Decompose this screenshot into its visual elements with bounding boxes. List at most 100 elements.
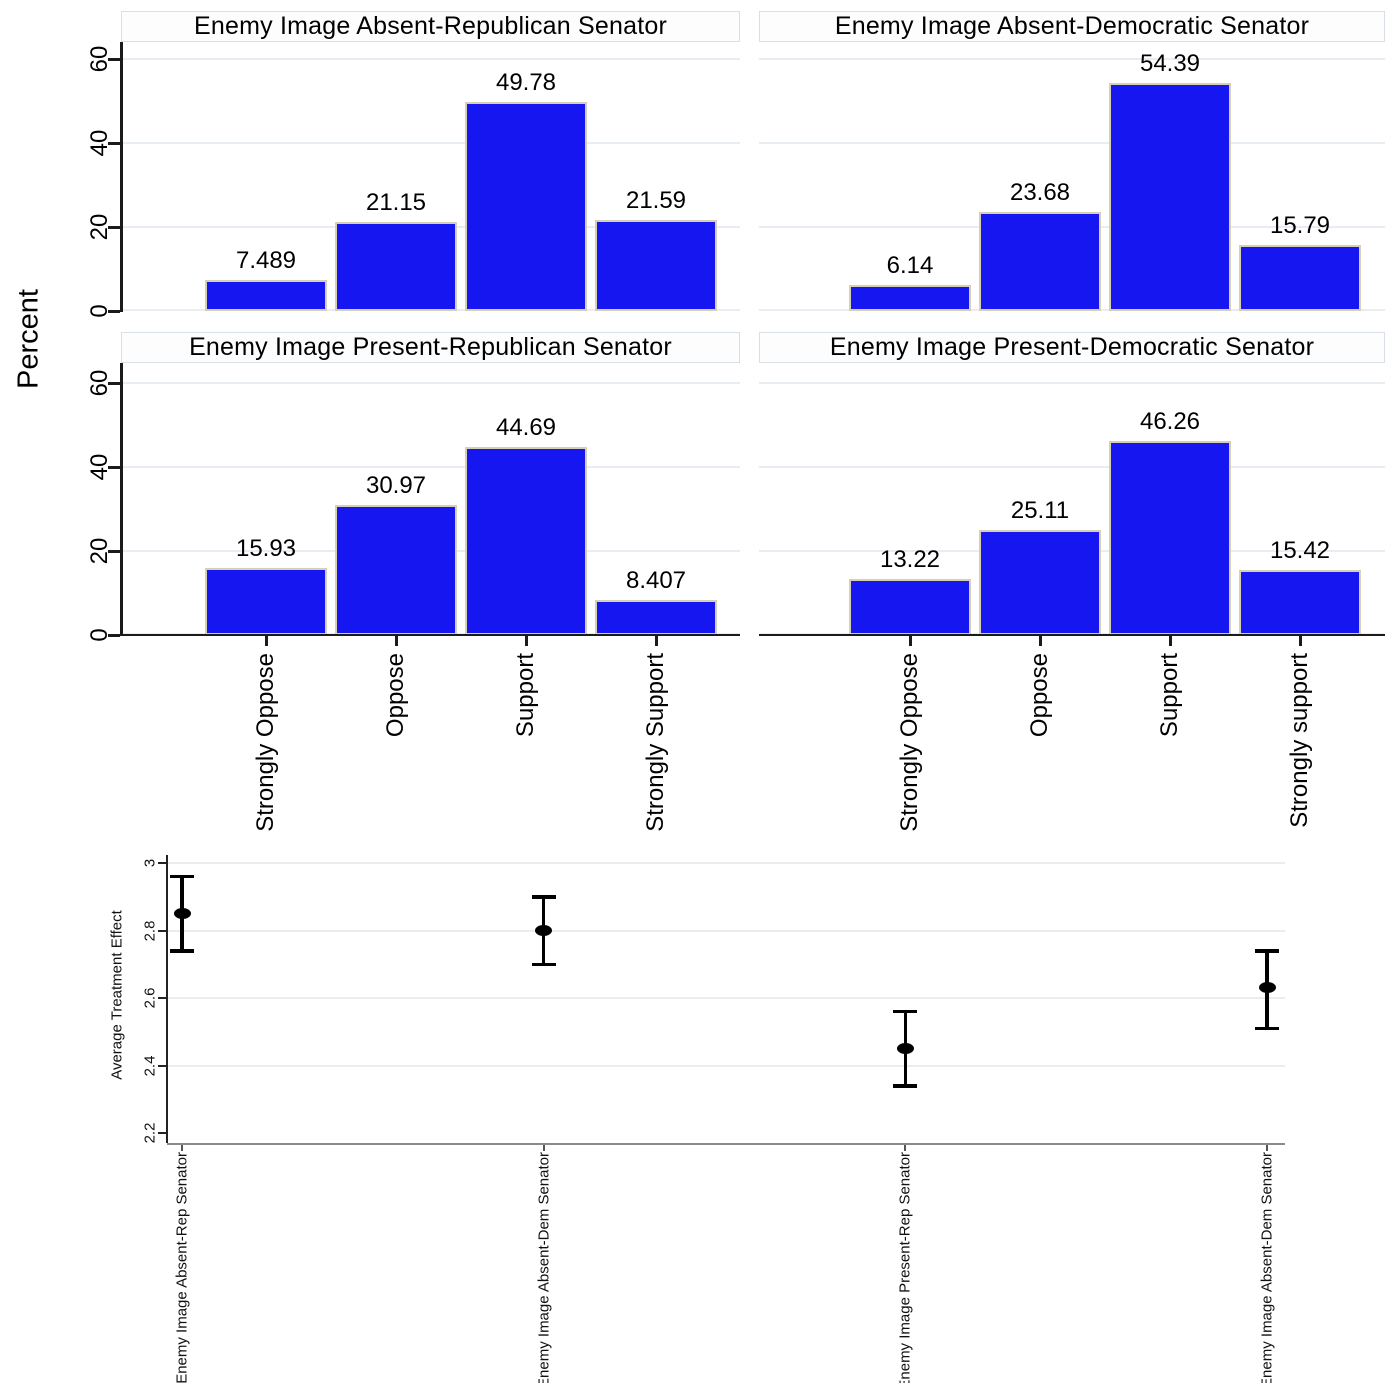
bar-value-label: 7.489	[235, 246, 297, 274]
ate-y-tick-label: 2.6	[141, 987, 159, 1009]
panel-title-absent-democratic: Enemy Image Absent-Democratic Senator	[759, 11, 1385, 42]
y-axis-tick	[108, 226, 120, 229]
bar	[595, 220, 717, 311]
ate-y-tick	[158, 929, 166, 932]
y-axis-tick	[108, 142, 120, 145]
x-axis-tick	[265, 635, 268, 646]
bar	[465, 101, 587, 311]
y-axis-line	[120, 363, 123, 636]
x-category-label: Oppose	[1026, 653, 1053, 738]
ate-gridline	[167, 997, 1285, 999]
y-axis-tick	[108, 58, 120, 61]
x-axis-tick	[655, 635, 658, 646]
ate-y-tick	[158, 1132, 166, 1134]
panel-title-present-republican: Enemy Image Present-Republican Senator	[121, 332, 740, 363]
bar-value-label: 21.15	[365, 189, 427, 217]
ate-y-tick	[158, 997, 166, 999]
y-tick-label: 0	[86, 628, 113, 642]
x-axis-tick	[909, 635, 912, 646]
x-axis-tick	[1299, 635, 1302, 646]
bar-value-label: 15.42	[1269, 537, 1331, 565]
bar-value-label: 44.69	[495, 414, 557, 442]
ate-y-tick-label: 3	[141, 858, 159, 868]
ate-y-tick-label: 2.2	[141, 1122, 159, 1144]
hist-gridline	[759, 466, 1385, 468]
ci-cap-top	[170, 874, 194, 879]
ate-x-tick	[181, 1145, 183, 1151]
hist-gridline	[121, 142, 740, 144]
bar-value-label: 8.407	[625, 566, 687, 594]
y-axis-tick	[108, 466, 120, 469]
bar	[335, 504, 457, 635]
ate-x-tick	[542, 1145, 545, 1151]
ci-cap-top	[1255, 949, 1279, 953]
ate-x-axis-line	[167, 1143, 1285, 1145]
panel-title-present-democratic: Enemy Image Present-Democratic Senator	[759, 332, 1385, 363]
x-axis-tick	[1039, 635, 1042, 646]
y-tick-label: 40	[86, 129, 113, 157]
hist-gridline	[121, 466, 740, 468]
y-axis-line	[120, 42, 123, 312]
x-category-label: Strongly Support	[642, 653, 669, 832]
ate-y-tick	[158, 1064, 166, 1067]
x-axis-tick	[525, 635, 528, 646]
bar-value-label: 25.11	[1010, 496, 1070, 524]
bar-value-label: 30.97	[365, 471, 427, 499]
y-tick-label: 60	[86, 45, 113, 73]
hist-gridline	[759, 382, 1385, 384]
bar	[849, 285, 971, 311]
bar-value-label: 49.78	[495, 68, 557, 96]
ci-cap-bottom	[893, 1084, 918, 1088]
ate-x-tick	[1266, 1145, 1268, 1151]
panel-plot-absent-democratic: 6.14 23.68 54.39 15.79	[759, 42, 1385, 311]
bar-value-label: 21.59	[625, 187, 687, 215]
x-axis-tick	[1169, 635, 1172, 646]
panel-plot-present-republican: 15.93 30.97 44.69 8.407	[108, 363, 740, 646]
bar-value-label: 6.14	[886, 252, 934, 280]
bar-value-label: 13.22	[879, 546, 941, 574]
hist-gridline	[759, 58, 1385, 60]
hist-gridline	[759, 142, 1385, 144]
ate-x-label: Enemy Image Present-Rep Senator	[896, 1152, 914, 1383]
y-tick-label: 60	[86, 369, 113, 397]
x-category-label: Support	[1156, 653, 1183, 738]
y-axis-tick	[108, 550, 120, 553]
panel-plot-present-democratic: 13.22 25.11 46.26 15.42	[759, 363, 1385, 646]
ci-cap-top	[531, 895, 556, 899]
y-tick-label: 0	[86, 304, 113, 318]
bar-value-label: 15.79	[1269, 211, 1331, 239]
bar	[1239, 570, 1361, 635]
ate-x-label: Enemy Image Absent-Dem Senator	[1258, 1152, 1276, 1383]
bar-value-label: 23.68	[1009, 178, 1071, 206]
ate-y-tick	[158, 862, 166, 864]
x-category-label: Strongly Oppose	[252, 653, 279, 832]
bar	[205, 279, 327, 311]
ate-y-axis-line	[166, 855, 168, 1143]
ate-gridline	[167, 929, 1285, 932]
point-marker	[1258, 982, 1276, 994]
bar	[1239, 244, 1361, 311]
y-axis-tick	[108, 382, 120, 385]
x-category-label: Oppose	[382, 653, 409, 738]
bar	[335, 222, 457, 311]
bar	[979, 529, 1101, 635]
y-tick-label: 40	[86, 453, 113, 481]
ci-cap-bottom	[531, 962, 556, 966]
ate-gridline	[167, 1064, 1285, 1067]
ate-y-tick-label: 2.4	[141, 1055, 159, 1076]
ate-x-label: Enemy Image Absent-Rep Senator	[173, 1152, 191, 1383]
x-axis-tick	[395, 635, 398, 646]
ate-x-tick	[904, 1145, 907, 1151]
bar	[1109, 440, 1231, 635]
point-marker	[896, 1043, 914, 1055]
ate-gridline	[167, 862, 1285, 864]
panel-title-absent-republican: Enemy Image Absent-Republican Senator	[121, 11, 740, 42]
y-tick-label: 20	[86, 537, 113, 565]
x-category-label: Support	[512, 653, 539, 738]
x-axis-line	[759, 633, 1385, 636]
bar	[465, 447, 587, 635]
point-marker	[535, 925, 553, 936]
ate-x-label: Enemy Image Absent-Dem Senator	[535, 1152, 553, 1383]
bar-value-label: 15.93	[235, 535, 297, 563]
ci-cap-bottom	[1255, 1026, 1279, 1031]
